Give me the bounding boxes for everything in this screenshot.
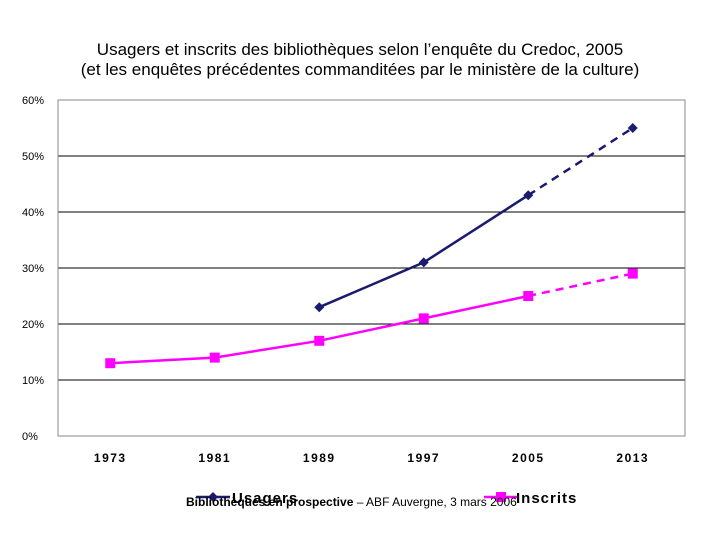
series-line-inscrits <box>214 339 320 359</box>
data-point-inscrits <box>523 291 534 301</box>
y-tick-label: 20% <box>22 319 44 331</box>
y-tick-label: 40% <box>22 207 44 219</box>
footer-bold-text: Bibliothèques en prospective <box>186 495 354 509</box>
chart-title: Usagers et inscrits des bibliothèques se… <box>0 40 720 80</box>
data-point-inscrits <box>105 358 116 369</box>
data-point-inscrits <box>627 268 638 279</box>
footer-note: Bibliothèques en prospective – ABF Auver… <box>186 495 517 509</box>
x-tick-label: 1981 <box>198 451 231 465</box>
series-line-inscrits <box>110 356 215 365</box>
legend-label-usagers: Usagers <box>232 490 298 507</box>
data-point-inscrits <box>418 313 429 324</box>
data-point-usagers <box>314 302 325 313</box>
x-tick-label: 1973 <box>94 451 127 465</box>
x-tick-label: 1997 <box>407 451 440 465</box>
data-point-usagers <box>523 190 534 201</box>
footer-rest-text: – ABF Auvergne, 3 mars 2006 <box>353 495 517 509</box>
y-tick-label: 60% <box>22 95 44 107</box>
legend-marker-usagers <box>208 492 218 502</box>
x-tick-label: 2005 <box>512 451 545 465</box>
chart-title-line-2: (et les enquêtes précédentes commanditée… <box>80 60 640 79</box>
series-line-inscrits <box>423 294 529 320</box>
data-point-inscrits <box>209 352 220 363</box>
data-point-inscrits <box>314 335 325 346</box>
x-tick-label: 1989 <box>303 451 336 465</box>
x-tick-label: 2013 <box>616 451 649 465</box>
series-line-usagers <box>527 126 634 197</box>
plot-area <box>57 99 686 437</box>
legend-label-inscrits: Inscrits <box>516 490 577 507</box>
chart-title-line-1: Usagers et inscrits des bibliothèques se… <box>96 40 624 59</box>
y-tick-label: 50% <box>22 151 44 163</box>
y-tick-label: 0% <box>22 431 38 443</box>
legend-marker-inscrits <box>496 492 506 502</box>
data-point-usagers <box>627 123 638 133</box>
y-tick-label: 30% <box>22 263 44 275</box>
series-line-usagers <box>318 261 425 309</box>
series-line-usagers <box>423 194 529 264</box>
series-line-inscrits <box>527 272 634 298</box>
data-point-usagers <box>418 257 429 268</box>
y-tick-label: 10% <box>22 375 44 387</box>
series-line-inscrits <box>318 317 425 343</box>
